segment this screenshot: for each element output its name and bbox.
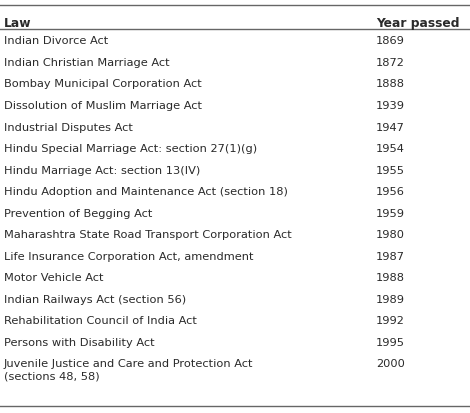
Text: 1959: 1959	[376, 208, 405, 218]
Text: Indian Christian Marriage Act: Indian Christian Marriage Act	[4, 58, 169, 68]
Text: Indian Divorce Act: Indian Divorce Act	[4, 36, 108, 46]
Text: 1987: 1987	[376, 251, 405, 261]
Text: Indian Railways Act (section 56): Indian Railways Act (section 56)	[4, 294, 186, 304]
Text: 1956: 1956	[376, 187, 405, 197]
Text: Motor Vehicle Act: Motor Vehicle Act	[4, 273, 103, 282]
Text: 1869: 1869	[376, 36, 405, 46]
Text: 1989: 1989	[376, 294, 405, 304]
Text: Persons with Disability Act: Persons with Disability Act	[4, 337, 154, 347]
Text: Industrial Disputes Act: Industrial Disputes Act	[4, 122, 133, 132]
Text: 1988: 1988	[376, 273, 405, 282]
Text: Juvenile Justice and Care and Protection Act
(sections 48, 58): Juvenile Justice and Care and Protection…	[4, 358, 253, 380]
Text: Law: Law	[4, 17, 31, 30]
Text: Prevention of Begging Act: Prevention of Begging Act	[4, 208, 152, 218]
Text: 1992: 1992	[376, 316, 405, 325]
Text: Life Insurance Corporation Act, amendment: Life Insurance Corporation Act, amendmen…	[4, 251, 253, 261]
Text: Maharashtra State Road Transport Corporation Act: Maharashtra State Road Transport Corpora…	[4, 230, 291, 240]
Text: 1995: 1995	[376, 337, 405, 347]
Text: 1872: 1872	[376, 58, 405, 68]
Text: 1954: 1954	[376, 144, 405, 154]
Text: Hindu Special Marriage Act: section 27(1)(g): Hindu Special Marriage Act: section 27(1…	[4, 144, 257, 154]
Text: 2000: 2000	[376, 358, 405, 368]
Text: 1947: 1947	[376, 122, 405, 132]
Text: Hindu Adoption and Maintenance Act (section 18): Hindu Adoption and Maintenance Act (sect…	[4, 187, 288, 197]
Text: Bombay Municipal Corporation Act: Bombay Municipal Corporation Act	[4, 79, 202, 89]
Text: 1939: 1939	[376, 101, 405, 111]
Text: 1980: 1980	[376, 230, 405, 240]
Text: Year passed: Year passed	[376, 17, 460, 30]
Text: 1888: 1888	[376, 79, 405, 89]
Text: Rehabilitation Council of India Act: Rehabilitation Council of India Act	[4, 316, 196, 325]
Text: 1955: 1955	[376, 165, 405, 175]
Text: Hindu Marriage Act: section 13(IV): Hindu Marriage Act: section 13(IV)	[4, 165, 200, 175]
Text: Dissolution of Muslim Marriage Act: Dissolution of Muslim Marriage Act	[4, 101, 202, 111]
